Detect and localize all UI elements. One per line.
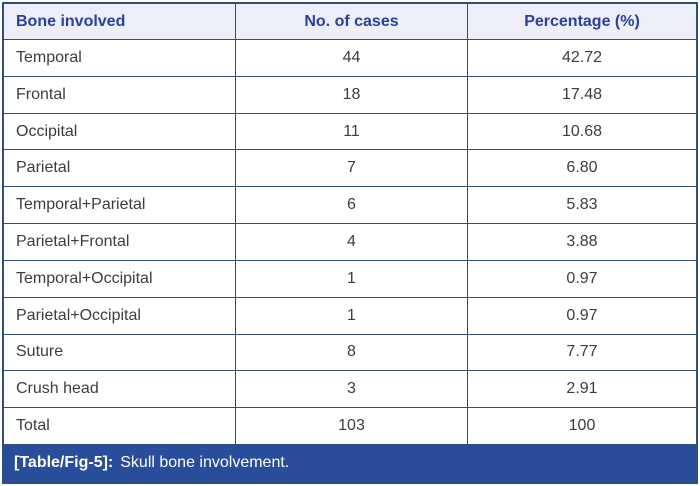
table-row-suture: Suture 8 7.77 — [4, 334, 696, 372]
table-caption: [Table/Fig-5]: Skull bone involvement. — [4, 444, 696, 482]
cell-percentage: 2.91 — [467, 371, 696, 408]
cell-cases: 7 — [235, 150, 467, 187]
cell-percentage: 0.97 — [467, 260, 696, 297]
cell-bone: Temporal — [16, 48, 82, 66]
table-row-parietal: Parietal 7 6.80 — [4, 150, 696, 188]
cell-bone: Crush head — [16, 380, 99, 398]
cell-bone: Temporal+Parietal — [16, 196, 146, 214]
column-header-bone-involved: Bone involved — [16, 12, 126, 30]
table-row-temporal-parietal: Temporal+Parietal 6 5.83 — [4, 187, 696, 225]
cell-cases: 44 — [235, 40, 467, 76]
cell-cases: 1 — [235, 260, 467, 297]
cell-cases: 103 — [235, 408, 467, 444]
cell-cases: 4 — [235, 224, 467, 260]
cell-percentage: 6.80 — [467, 150, 696, 187]
table-row-crush-head: Crush head 3 2.91 — [4, 371, 696, 409]
table-row-occipital: Occipital 11 10.68 — [4, 113, 696, 151]
table-row-parietal-frontal: Parietal+Frontal 4 3.88 — [4, 224, 696, 261]
caption-figure-label: [Table/Fig-5]: — [14, 454, 114, 472]
cell-bone: Frontal — [16, 85, 66, 103]
cell-percentage: 5.83 — [467, 187, 696, 224]
cell-bone: Suture — [16, 343, 64, 361]
table-row-temporal: Temporal 44 42.72 — [4, 40, 696, 77]
cell-percentage: 100 — [467, 408, 696, 444]
cell-bone: Parietal+Occipital — [16, 306, 141, 324]
column-header-percentage: Percentage (%) — [467, 4, 696, 39]
cell-cases: 6 — [235, 187, 467, 224]
table-row-frontal: Frontal 18 17.48 — [4, 76, 696, 114]
cell-percentage: 7.77 — [467, 334, 696, 371]
cell-cases: 1 — [235, 297, 467, 334]
column-header-no-of-cases: No. of cases — [235, 4, 467, 39]
cell-percentage: 10.68 — [467, 113, 696, 150]
cell-bone: Parietal — [16, 159, 71, 177]
cell-cases: 3 — [235, 371, 467, 408]
cell-bone: Occipital — [16, 122, 78, 140]
cell-bone: Parietal+Frontal — [16, 232, 130, 250]
cell-percentage: 17.48 — [467, 76, 696, 113]
cell-percentage: 0.97 — [467, 297, 696, 334]
table-row-total: Total 103 100 — [4, 408, 696, 445]
table-row-temporal-occipital: Temporal+Occipital 1 0.97 — [4, 260, 696, 298]
table-row-parietal-occipital: Parietal+Occipital 1 0.97 — [4, 297, 696, 335]
cell-percentage: 3.88 — [467, 224, 696, 260]
cell-percentage: 42.72 — [467, 40, 696, 76]
caption-text: Skull bone involvement. — [120, 454, 290, 472]
cell-bone: Temporal+Occipital — [16, 269, 153, 287]
cell-cases: 8 — [235, 334, 467, 371]
cell-bone: Total — [16, 417, 50, 435]
cell-cases: 11 — [235, 113, 467, 150]
table-header-row: Bone involved No. of cases Percentage (%… — [4, 4, 696, 40]
cell-cases: 18 — [235, 76, 467, 113]
